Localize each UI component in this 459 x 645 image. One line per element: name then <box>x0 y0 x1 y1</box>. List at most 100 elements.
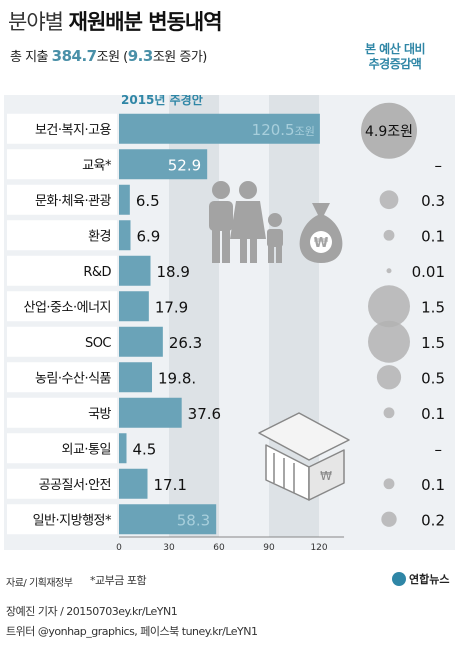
category-label: 외교·통일 <box>62 442 111 457</box>
category-label-box <box>7 326 117 357</box>
category-label-box <box>7 504 117 535</box>
bar <box>119 362 153 393</box>
x-tick-label: 0 <box>116 543 122 550</box>
change-column-header: 본 예산 대비 추경증감액 <box>340 42 450 72</box>
building-roof-icon <box>258 412 350 461</box>
child-head-icon <box>268 213 282 227</box>
category-label: 일반·지방행정* <box>33 512 112 528</box>
bar <box>119 220 131 251</box>
change-label: 0.1 <box>421 227 445 245</box>
data-label: 26.3 <box>169 334 202 352</box>
category-label-box <box>7 220 117 251</box>
person-head-icon <box>212 181 230 199</box>
category-label-box <box>7 184 117 215</box>
category-label-box <box>7 433 117 464</box>
category-label: 공공질서·안전 <box>39 478 111 493</box>
data-label: 17.1 <box>154 476 187 494</box>
title-bold: 재원배분 변동내역 <box>68 10 223 34</box>
data-label: 37.6 <box>188 405 221 423</box>
data-label: 18.9 <box>157 263 190 281</box>
logo-mark-icon <box>392 572 406 586</box>
change-circle <box>386 268 392 274</box>
change-label: 0.3 <box>421 192 445 210</box>
money-bag-icon: ₩ <box>299 203 343 263</box>
person-leg-icon <box>250 237 257 263</box>
logo-text: 연합뉴스 <box>409 573 450 586</box>
change-circle <box>368 285 410 328</box>
category-label: 문화·체육·관광 <box>35 194 112 209</box>
change-circle <box>379 190 399 210</box>
bar <box>119 291 149 322</box>
data-label: 52.9 <box>168 156 201 174</box>
category-label-box <box>7 149 117 180</box>
category-label: R&D <box>83 265 111 280</box>
won-coin-icon <box>310 231 332 253</box>
building-side-icon <box>308 449 345 501</box>
page-title: 분야별 재원배분 변동내역 <box>8 6 223 36</box>
bar <box>119 255 151 286</box>
subtitle-mid: 조원 ( <box>96 50 129 65</box>
category-label: 보건·복지·고용 <box>35 123 112 138</box>
bar <box>119 113 320 144</box>
credit-line-2: 트위터 @yonhap_graphics, 페이스북 tuney.kr/LeYN… <box>6 625 258 638</box>
change-label: 0.01 <box>412 263 445 281</box>
x-tick-label: 90 <box>263 543 275 550</box>
change-circle <box>383 229 395 241</box>
change-header-line2: 추경증감액 <box>368 57 422 71</box>
bar <box>119 326 163 357</box>
footnote: *교부금 포함 <box>90 574 147 587</box>
category-label-box <box>7 255 117 286</box>
data-label: 58.3 <box>177 511 210 529</box>
change-header-line1: 본 예산 대비 <box>364 42 426 56</box>
change-label: 1.5 <box>421 298 445 316</box>
change-circle <box>381 511 397 527</box>
bar <box>119 504 217 535</box>
data-label: 6.9 <box>137 227 161 245</box>
child-leg-icon <box>276 245 282 263</box>
category-label-box <box>7 291 117 322</box>
category-label: 교육* <box>82 158 112 173</box>
change-circle <box>383 478 395 490</box>
bar <box>119 149 208 180</box>
x-tick-label: 30 <box>163 543 175 550</box>
category-label: 농림·수산·식품 <box>35 371 112 386</box>
data-label: 19.8. <box>158 369 196 387</box>
family-icon <box>209 181 283 263</box>
subtitle-prefix: 총 지출 <box>10 50 49 65</box>
source-label: 자료/ 기획재정부 <box>6 578 73 589</box>
child-leg-icon <box>268 245 274 263</box>
change-label: 0.1 <box>421 405 445 423</box>
bar <box>119 184 130 215</box>
category-label: 산업·중소·에너지 <box>24 300 112 315</box>
change-label: 1.5 <box>421 334 445 352</box>
chart-panel: ₩ ₩2015년 추경안 보건·복지·고용 120.5조원 4.9조원 교육* 52.9 – 문… <box>4 95 455 550</box>
title-light: 분야별 <box>8 10 64 34</box>
person-leg-icon <box>240 237 247 263</box>
subtitle-total: 384.7 <box>51 47 97 65</box>
subtitle-increase: 9.3 <box>127 47 154 65</box>
person-leg-icon <box>212 229 220 263</box>
government-building-icon: ₩ <box>258 412 350 501</box>
change-circle <box>361 102 417 159</box>
bar <box>119 433 127 464</box>
change-label: – <box>435 156 443 174</box>
category-label-box <box>7 362 117 393</box>
change-label: 4.9조원 <box>365 124 413 140</box>
category-label-box <box>7 113 117 144</box>
bar <box>119 397 182 428</box>
change-circle <box>368 320 410 363</box>
x-tick-label: 60 <box>213 543 225 550</box>
category-label-box <box>7 468 117 499</box>
category-label: SOC <box>85 336 111 351</box>
building-won-icon: ₩ <box>320 469 332 483</box>
subtitle-suffix: 조원 증가) <box>152 50 208 65</box>
data-label-value: 120.5 <box>252 121 295 139</box>
child-body-icon <box>267 229 283 247</box>
change-label: 0.5 <box>421 369 445 387</box>
person-head-icon <box>239 181 257 199</box>
credit-line-1: 장예진 기자 / 20150703ey.kr/LeYN1 <box>6 605 178 618</box>
change-circle <box>383 407 395 419</box>
data-label-unit: 조원 <box>295 125 315 138</box>
money-bag-top-icon <box>312 203 330 215</box>
